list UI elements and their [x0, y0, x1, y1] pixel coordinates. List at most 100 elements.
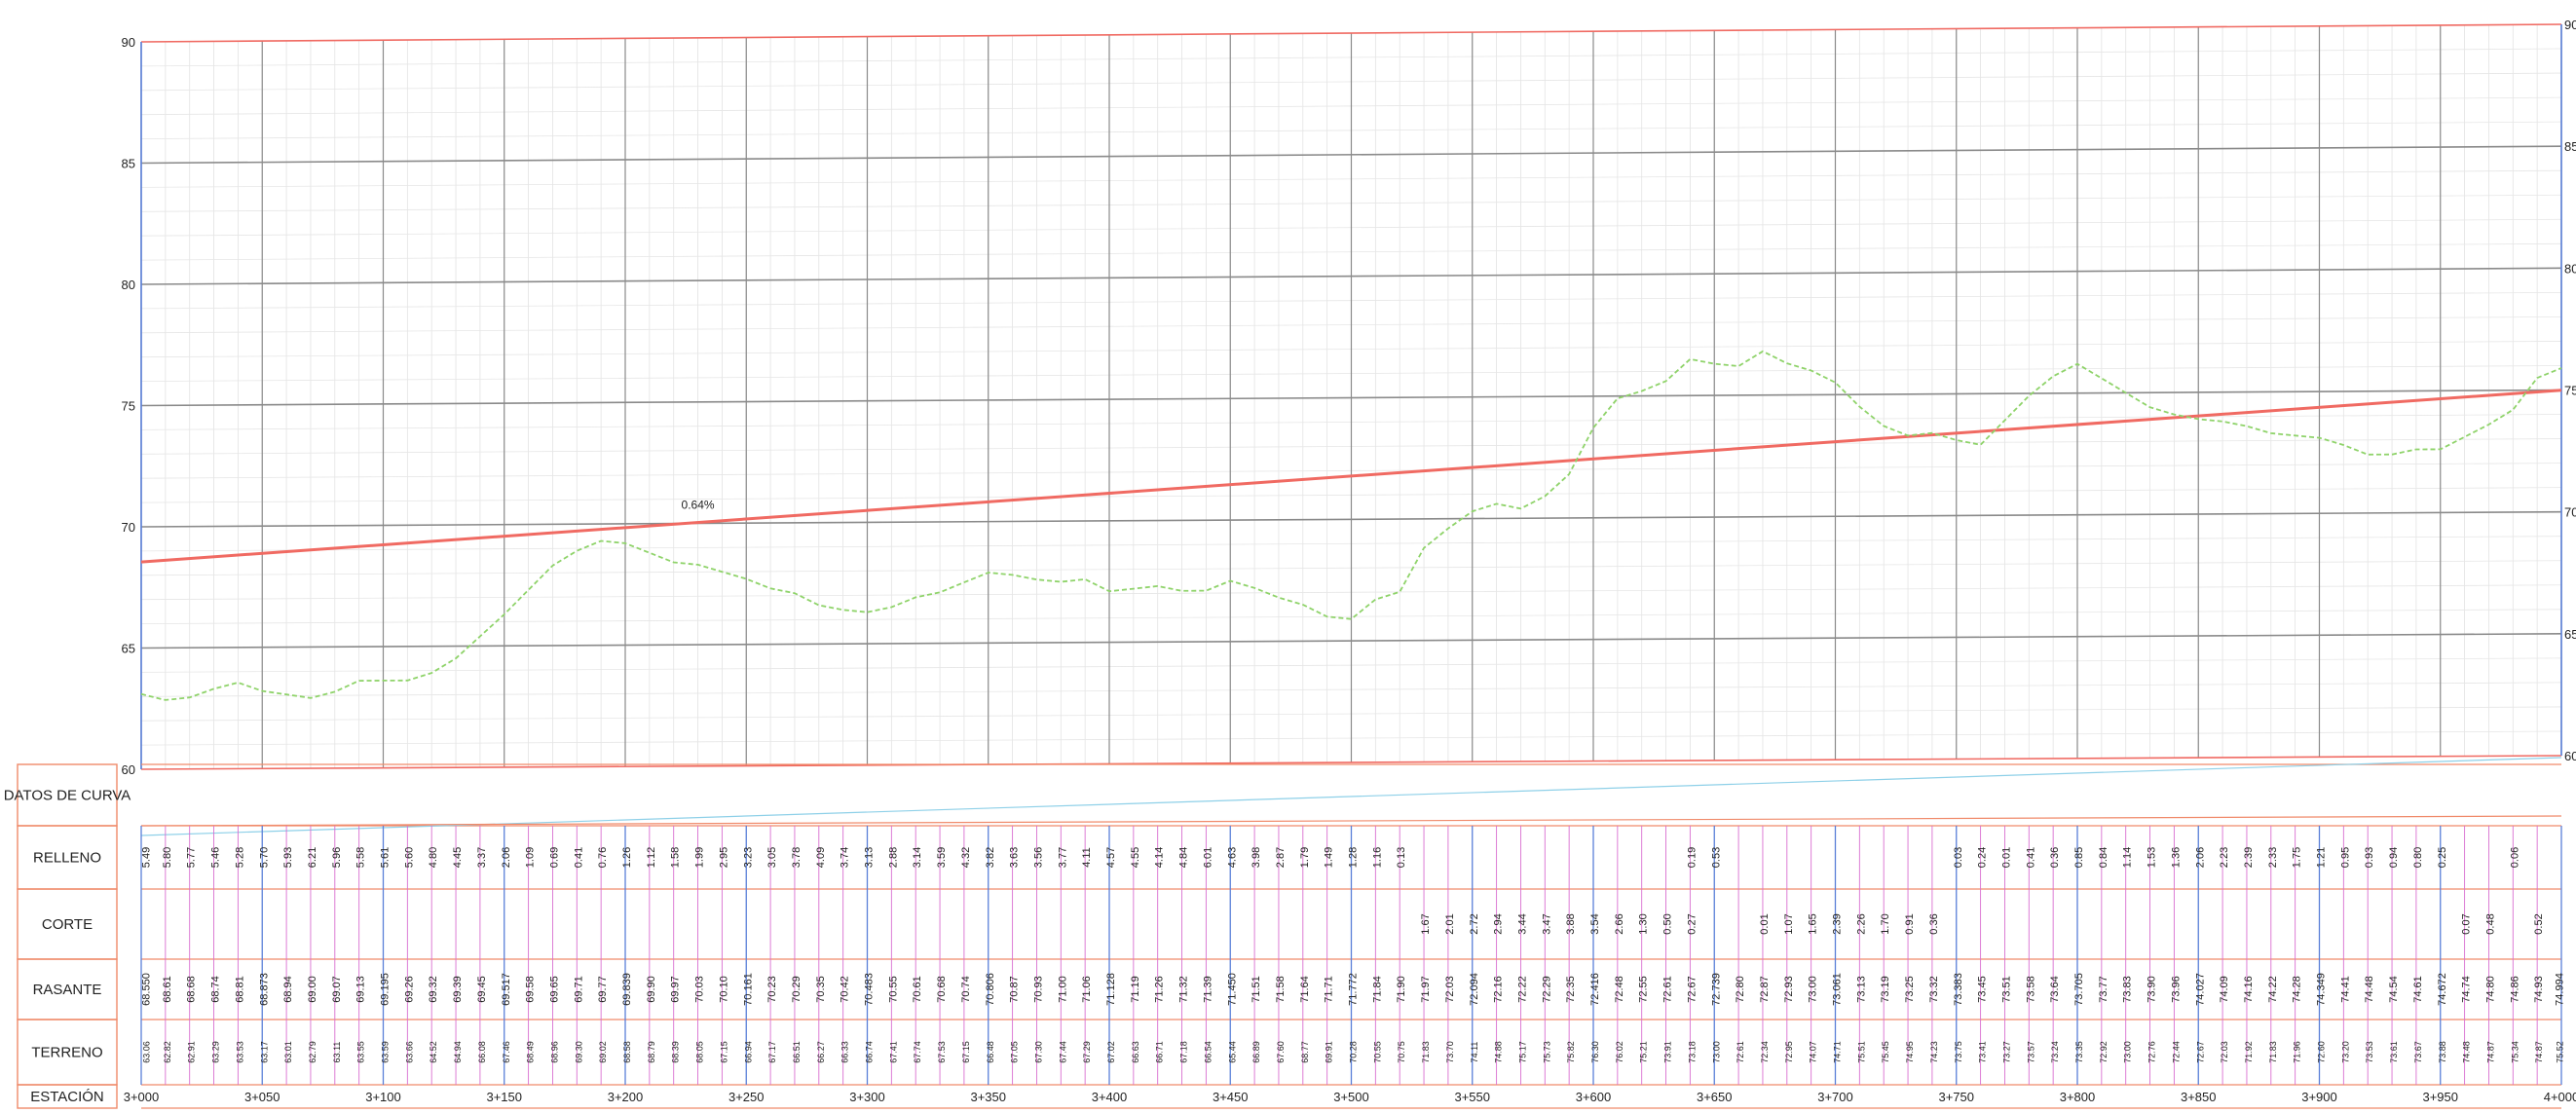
station-label: 3+550: [1454, 1090, 1490, 1104]
rasante-value: 74.09: [2219, 976, 2230, 1003]
row-label-rasante: RASANTE: [33, 982, 102, 998]
corte-value: 3.88: [1565, 913, 1577, 934]
corte-value: 0.36: [1928, 913, 1940, 934]
station-label: 3+100: [365, 1090, 401, 1104]
terreno-value: 74.95: [1905, 1041, 1915, 1063]
rasante-value: 74.41: [2339, 976, 2351, 1003]
y-tick-label-left: 60: [122, 762, 135, 777]
row-label-box-estacion: [17, 1084, 118, 1109]
terreno-value: 66.08: [477, 1041, 487, 1063]
relleno-value: 0.41: [573, 847, 584, 868]
corte-value: 0.52: [2533, 913, 2545, 934]
terreno-value: 68.49: [526, 1041, 536, 1063]
relleno-value: 1.16: [1371, 847, 1383, 868]
station-label: 3+900: [2301, 1090, 2337, 1104]
terreno-value: 62.82: [163, 1041, 172, 1063]
relleno-value: 1.21: [2316, 847, 2328, 868]
rasante-value: 69.97: [670, 976, 682, 1003]
relleno-value: 5.77: [186, 847, 198, 868]
terreno-value: 73.00: [2123, 1041, 2133, 1063]
terreno-value: 63.55: [356, 1041, 366, 1063]
terreno-value: 67.41: [888, 1041, 898, 1063]
grid-major-h: [140, 510, 2562, 528]
terreno-value: 75.82: [1566, 1041, 1576, 1063]
relleno-value: 1.26: [621, 847, 633, 868]
relleno-value: 0.80: [2412, 847, 2424, 868]
terreno-value: 67.29: [1082, 1041, 1092, 1063]
terreno-value: 62.91: [187, 1041, 197, 1063]
terreno-value: 72.76: [2147, 1041, 2157, 1063]
relleno-value: 3.56: [1032, 847, 1044, 868]
rasante-value: 73.13: [1855, 976, 1867, 1003]
station-label: 3+500: [1333, 1090, 1369, 1104]
rasante-value: 71.19: [1130, 976, 1141, 1003]
rasante-value: 69.39: [452, 976, 464, 1003]
rasante-value: 70.61: [912, 976, 923, 1003]
grid-major-h: [140, 755, 2562, 770]
grade-label: 0.64%: [682, 499, 715, 512]
data-table: DATOS DE CURVA RELLENO CORTE RASANTE TERRENO…: [4, 757, 2576, 1109]
relleno-value: 1.58: [670, 847, 682, 868]
station-label: 3+200: [608, 1090, 644, 1104]
row-label-estacion: ESTACIÓN: [30, 1089, 104, 1105]
y-tick-label-right: 65: [2564, 627, 2576, 642]
rasante-value: 70.483: [864, 973, 876, 1006]
rasante-value: 74.22: [2267, 976, 2279, 1003]
rasante-value: 72.67: [1686, 976, 1698, 1003]
rasante-value: 71.97: [1420, 976, 1432, 1003]
terreno-value: 66.27: [816, 1041, 826, 1063]
terreno-value: 74.11: [1470, 1042, 1479, 1063]
terreno-value: 73.18: [1687, 1041, 1697, 1063]
relleno-value: 5.60: [403, 847, 415, 868]
relleno-value: 0.76: [597, 847, 609, 868]
rasante-value: 68.873: [258, 973, 270, 1006]
rasante-value: 73.25: [1904, 976, 1916, 1003]
terreno-value: 73.53: [2365, 1041, 2374, 1063]
rasante-value: 73.83: [2122, 976, 2134, 1003]
relleno-value: 3.14: [912, 847, 923, 868]
relleno-value: 6.21: [307, 847, 318, 868]
relleno-value: 5.49: [141, 847, 153, 868]
rasante-value: 68.61: [162, 976, 173, 1003]
relleno-value: 0.13: [1396, 847, 1407, 868]
station-label: 3+050: [244, 1090, 280, 1104]
terreno-value: 63.29: [211, 1041, 221, 1063]
row-label-terreno: TERRENO: [31, 1045, 102, 1061]
terreno-value: 73.88: [2438, 1041, 2447, 1063]
terreno-value: 66.74: [865, 1041, 875, 1063]
row-label-corte: CORTE: [42, 916, 93, 933]
corte-value: 1.07: [1783, 913, 1795, 934]
rasante-value: 70.55: [887, 976, 899, 1003]
terreno-value: 67.17: [767, 1041, 777, 1063]
rasante-value: 73.96: [2170, 976, 2182, 1003]
relleno-value: 2.06: [2194, 847, 2206, 868]
rasante-value: 71.00: [1057, 976, 1068, 1003]
rasante-value: 71.450: [1226, 973, 1238, 1006]
corte-value: 0.01: [1759, 913, 1771, 934]
corte-value: 0.07: [2461, 913, 2473, 934]
relleno-value: 2.39: [2243, 847, 2255, 868]
relleno-value: 4.55: [1130, 847, 1141, 868]
rasante-value: 72.93: [1783, 976, 1795, 1003]
corte-value: 2.94: [1493, 913, 1505, 934]
terreno-value: 75.45: [1881, 1041, 1890, 1063]
grade-line: [140, 389, 2562, 564]
terreno-value: 63.17: [259, 1041, 269, 1063]
relleno-value: 4.09: [815, 847, 827, 868]
chart-frame: [140, 24, 2562, 769]
rasante-value: 71.51: [1251, 976, 1262, 1003]
relleno-value: 4.57: [1105, 847, 1117, 868]
relleno-value: 0.25: [2437, 847, 2448, 868]
station-label: 3+250: [728, 1090, 765, 1104]
terreno-value: 63.53: [235, 1041, 244, 1063]
terreno-value: 66.54: [1203, 1041, 1213, 1063]
y-tick-label-left: 70: [122, 520, 135, 535]
station-label: 3+700: [1817, 1090, 1853, 1104]
relleno-value: 3.77: [1057, 847, 1068, 868]
relleno-value: 0.03: [1953, 847, 1964, 868]
y-tick-label-right: 90: [2564, 18, 2576, 32]
terreno-value: 66.63: [1131, 1041, 1140, 1063]
relleno-value: 0.94: [2388, 847, 2400, 868]
rasante-value: 71.71: [1324, 976, 1335, 1003]
